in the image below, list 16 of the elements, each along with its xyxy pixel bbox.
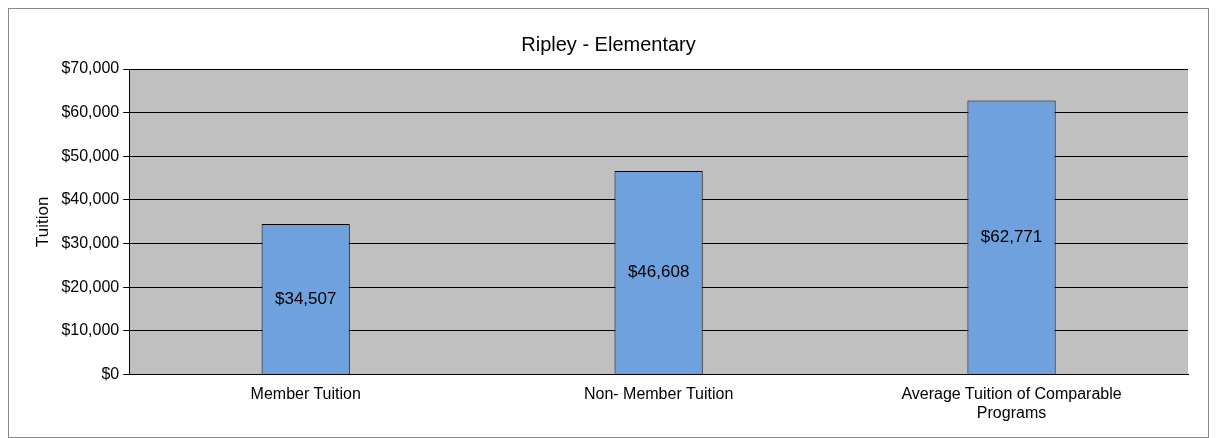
chart-title: Ripley - Elementary (521, 32, 696, 55)
x-tick-label: Member Tuition (250, 384, 361, 402)
y-tick-label: $0 (101, 365, 120, 383)
y-tick-label: $20,000 (61, 277, 120, 295)
y-tick-label: $10,000 (61, 321, 120, 339)
x-tick-label: Average Tuition of Comparable Programs (901, 384, 1122, 421)
y-tick-label: $30,000 (61, 234, 120, 252)
y-tick-label: $40,000 (61, 190, 120, 208)
data-label: $34,507 (274, 288, 337, 308)
x-tick-label: Non- Member Tuition (583, 384, 734, 402)
y-axis-title: Tuition (32, 196, 52, 247)
data-label: $46,608 (627, 262, 690, 282)
data-label: $62,771 (980, 227, 1043, 247)
y-tick-label: $50,000 (61, 146, 120, 164)
y-tick-label: $70,000 (61, 59, 120, 77)
y-tick-label: $60,000 (61, 103, 120, 121)
